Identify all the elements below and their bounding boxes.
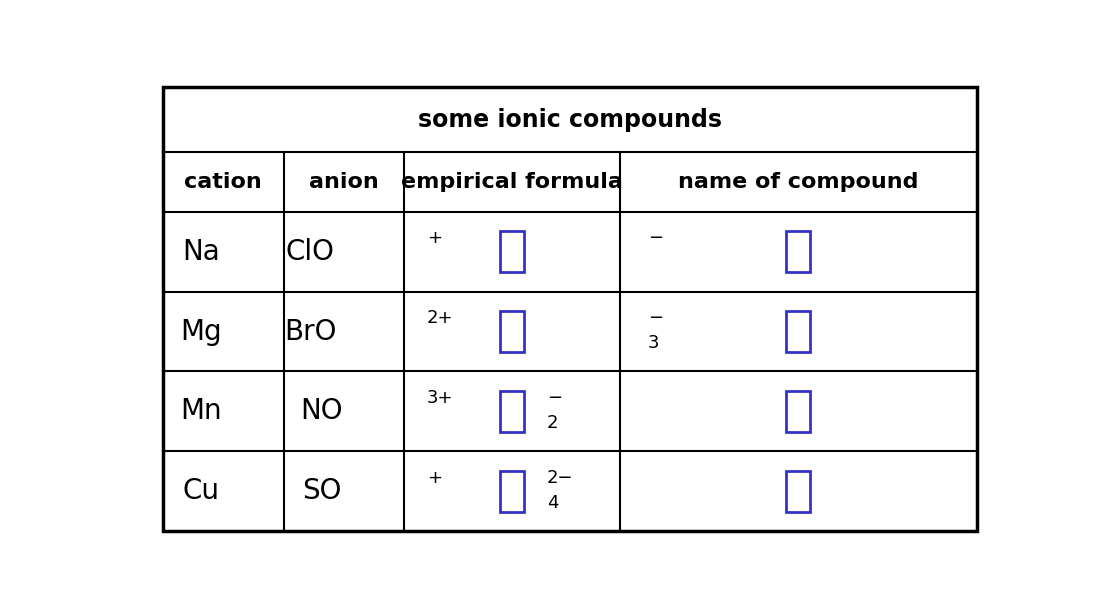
Text: Cu: Cu — [182, 477, 219, 506]
Text: 3: 3 — [648, 334, 659, 353]
Text: +: + — [427, 230, 441, 247]
Text: anion: anion — [309, 172, 378, 192]
Text: −: − — [648, 309, 663, 327]
Bar — [499, 390, 524, 432]
Text: Mg: Mg — [180, 318, 221, 346]
Text: name of compound: name of compound — [678, 172, 919, 192]
Bar — [786, 471, 811, 512]
Bar — [786, 231, 811, 272]
Text: 2+: 2+ — [427, 309, 454, 327]
Text: 3+: 3+ — [427, 389, 454, 408]
Text: ClO: ClO — [286, 237, 335, 266]
Text: Mn: Mn — [180, 398, 221, 425]
Text: 2: 2 — [547, 414, 558, 432]
Text: SO: SO — [301, 477, 341, 506]
Bar — [499, 471, 524, 512]
Bar — [499, 231, 524, 272]
Bar — [499, 311, 524, 353]
Text: NO: NO — [300, 398, 342, 425]
Text: Na: Na — [182, 237, 220, 266]
Text: BrO: BrO — [284, 318, 336, 346]
Text: −: − — [547, 389, 563, 408]
Text: cation: cation — [185, 172, 262, 192]
Bar — [786, 390, 811, 432]
Text: +: + — [427, 469, 441, 487]
Text: empirical formula: empirical formula — [400, 172, 623, 192]
Text: 4: 4 — [547, 494, 558, 512]
Text: some ionic compounds: some ionic compounds — [418, 108, 722, 132]
Text: 2−: 2− — [547, 469, 574, 487]
Text: −: − — [648, 230, 663, 247]
Bar — [786, 311, 811, 353]
